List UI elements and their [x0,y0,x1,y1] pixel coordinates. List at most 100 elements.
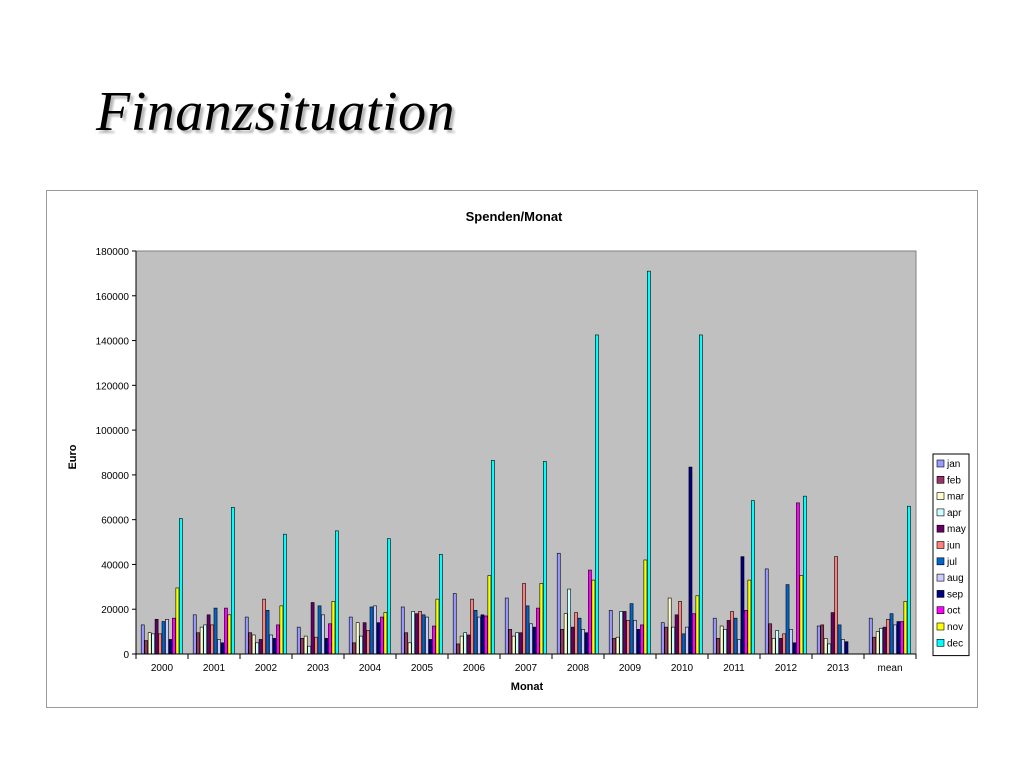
y-tick-label: 160000 [96,292,130,303]
bar-jun-2011 [730,611,734,655]
bar-sep-2011 [740,556,745,655]
bar-may-2003 [310,602,315,655]
bar-sep-2007 [532,626,537,655]
bar-aug-2010 [685,626,689,655]
x-tick-label: 2008 [567,663,590,674]
bar-jan-2009 [608,610,613,655]
bar-apr-2004 [359,635,363,655]
bar-chart: Spenden/Monat Euro Monat 0 20000 40000 6000… [67,209,970,693]
bar-jul-2007 [525,605,530,655]
legend-label-dec: dec [947,638,963,649]
bar-jan-2003 [296,626,301,655]
legend-box [932,453,970,657]
x-tick-label: 2013 [827,663,850,674]
x-tick-label: 2007 [515,663,538,674]
legend-label-jul: jul [946,557,957,568]
bar-nov-2010 [695,595,700,655]
bar-feb-2004 [352,642,357,655]
bar-dec-2008 [595,334,599,655]
bar-may-2010 [674,614,679,655]
bar-apr-mean [879,627,883,655]
bar-apr-2000 [151,633,155,655]
bar-feb-mean [872,636,877,655]
bar-feb-2013 [820,624,825,655]
legend-label-jun: jun [946,541,960,552]
bar-jul-2011 [733,617,738,655]
x-tick-label: 2009 [619,663,642,674]
bar-dec-2000 [179,518,183,655]
bar-mar-2006 [459,635,464,655]
x-tick-label: 2002 [255,663,278,674]
bar-aug-2001 [217,639,221,655]
y-axis-label: Euro [67,444,79,469]
bar-jun-2006 [470,598,474,655]
bar-feb-2012 [768,623,773,655]
bar-jan-2008 [556,552,561,655]
bar-mar-2003 [303,635,308,655]
bar-nov-2008 [591,579,596,655]
bar-jun-2009 [626,620,630,655]
bar-jan-2002 [244,616,249,655]
bar-jul-2001 [213,607,218,655]
x-tick-label: 2006 [463,663,486,674]
bar-may-2008 [570,626,575,655]
bar-jun-2001 [210,624,214,655]
legend-swatch-apr [936,508,945,517]
bar-jan-2010 [660,622,665,655]
bar-dec-2012 [803,495,807,655]
legend-label-nov: nov [947,622,963,633]
bar-sep-2006 [480,614,485,655]
bar-nov-2011 [747,579,752,655]
bars-layer [140,270,911,655]
bar-sep-2005 [428,639,433,655]
bar-nov-2002 [279,605,284,655]
bar-sep-mean [896,621,901,655]
bar-feb-2009 [612,638,617,655]
bar-oct-mean [900,621,904,655]
bar-jul-2013 [837,624,842,655]
bar-may-2005 [414,613,419,655]
bar-aug-2006 [477,616,481,655]
y-tick-label: 100000 [96,426,130,437]
bar-jan-2006 [452,593,457,655]
bar-mar-2000 [147,632,152,655]
bar-may-2004 [362,622,367,655]
bar-may-2012 [778,638,783,655]
chart-title: Spenden/Monat [466,209,563,224]
x-tick-label: 2010 [671,663,694,674]
bar-mar-2013 [823,638,828,655]
bar-nov-mean [903,601,908,655]
bar-feb-2003 [300,638,305,655]
x-tick-label: 2004 [359,663,382,674]
legend-swatch-sep [936,590,945,598]
bar-mar-2008 [563,613,568,655]
bar-may-2007 [518,632,523,655]
legend-label-sep: sep [947,589,964,600]
bar-apr-2010 [671,626,675,655]
bar-sep-2001 [220,642,225,655]
bar-may-2013 [830,612,835,655]
bar-feb-2011 [716,638,721,655]
bar-oct-2009 [640,624,644,655]
bar-may-2009 [622,611,627,655]
y-tick-label: 120000 [96,381,130,392]
legend-label-jan: jan [946,459,960,470]
bar-sep-2009 [636,629,641,655]
bar-sep-2008 [584,632,589,655]
bar-jan-2004 [348,616,353,655]
legend-swatch-mar [936,492,945,500]
bar-mar-2009 [615,636,620,655]
bar-sep-2013 [844,641,849,655]
bar-sep-2010 [688,466,693,655]
legend-label-feb: feb [947,475,961,486]
bar-jan-2012 [764,568,769,655]
legend-swatch-feb [936,475,945,484]
bar-jul-2002 [265,610,270,655]
bar-may-2001 [206,614,211,655]
bar-may-2011 [726,620,731,655]
bar-oct-2012 [796,502,800,655]
bar-sep-2002 [272,638,277,655]
bar-oct-2010 [692,613,696,655]
bar-jun-2007 [522,583,526,655]
bar-oct-2007 [536,607,540,655]
